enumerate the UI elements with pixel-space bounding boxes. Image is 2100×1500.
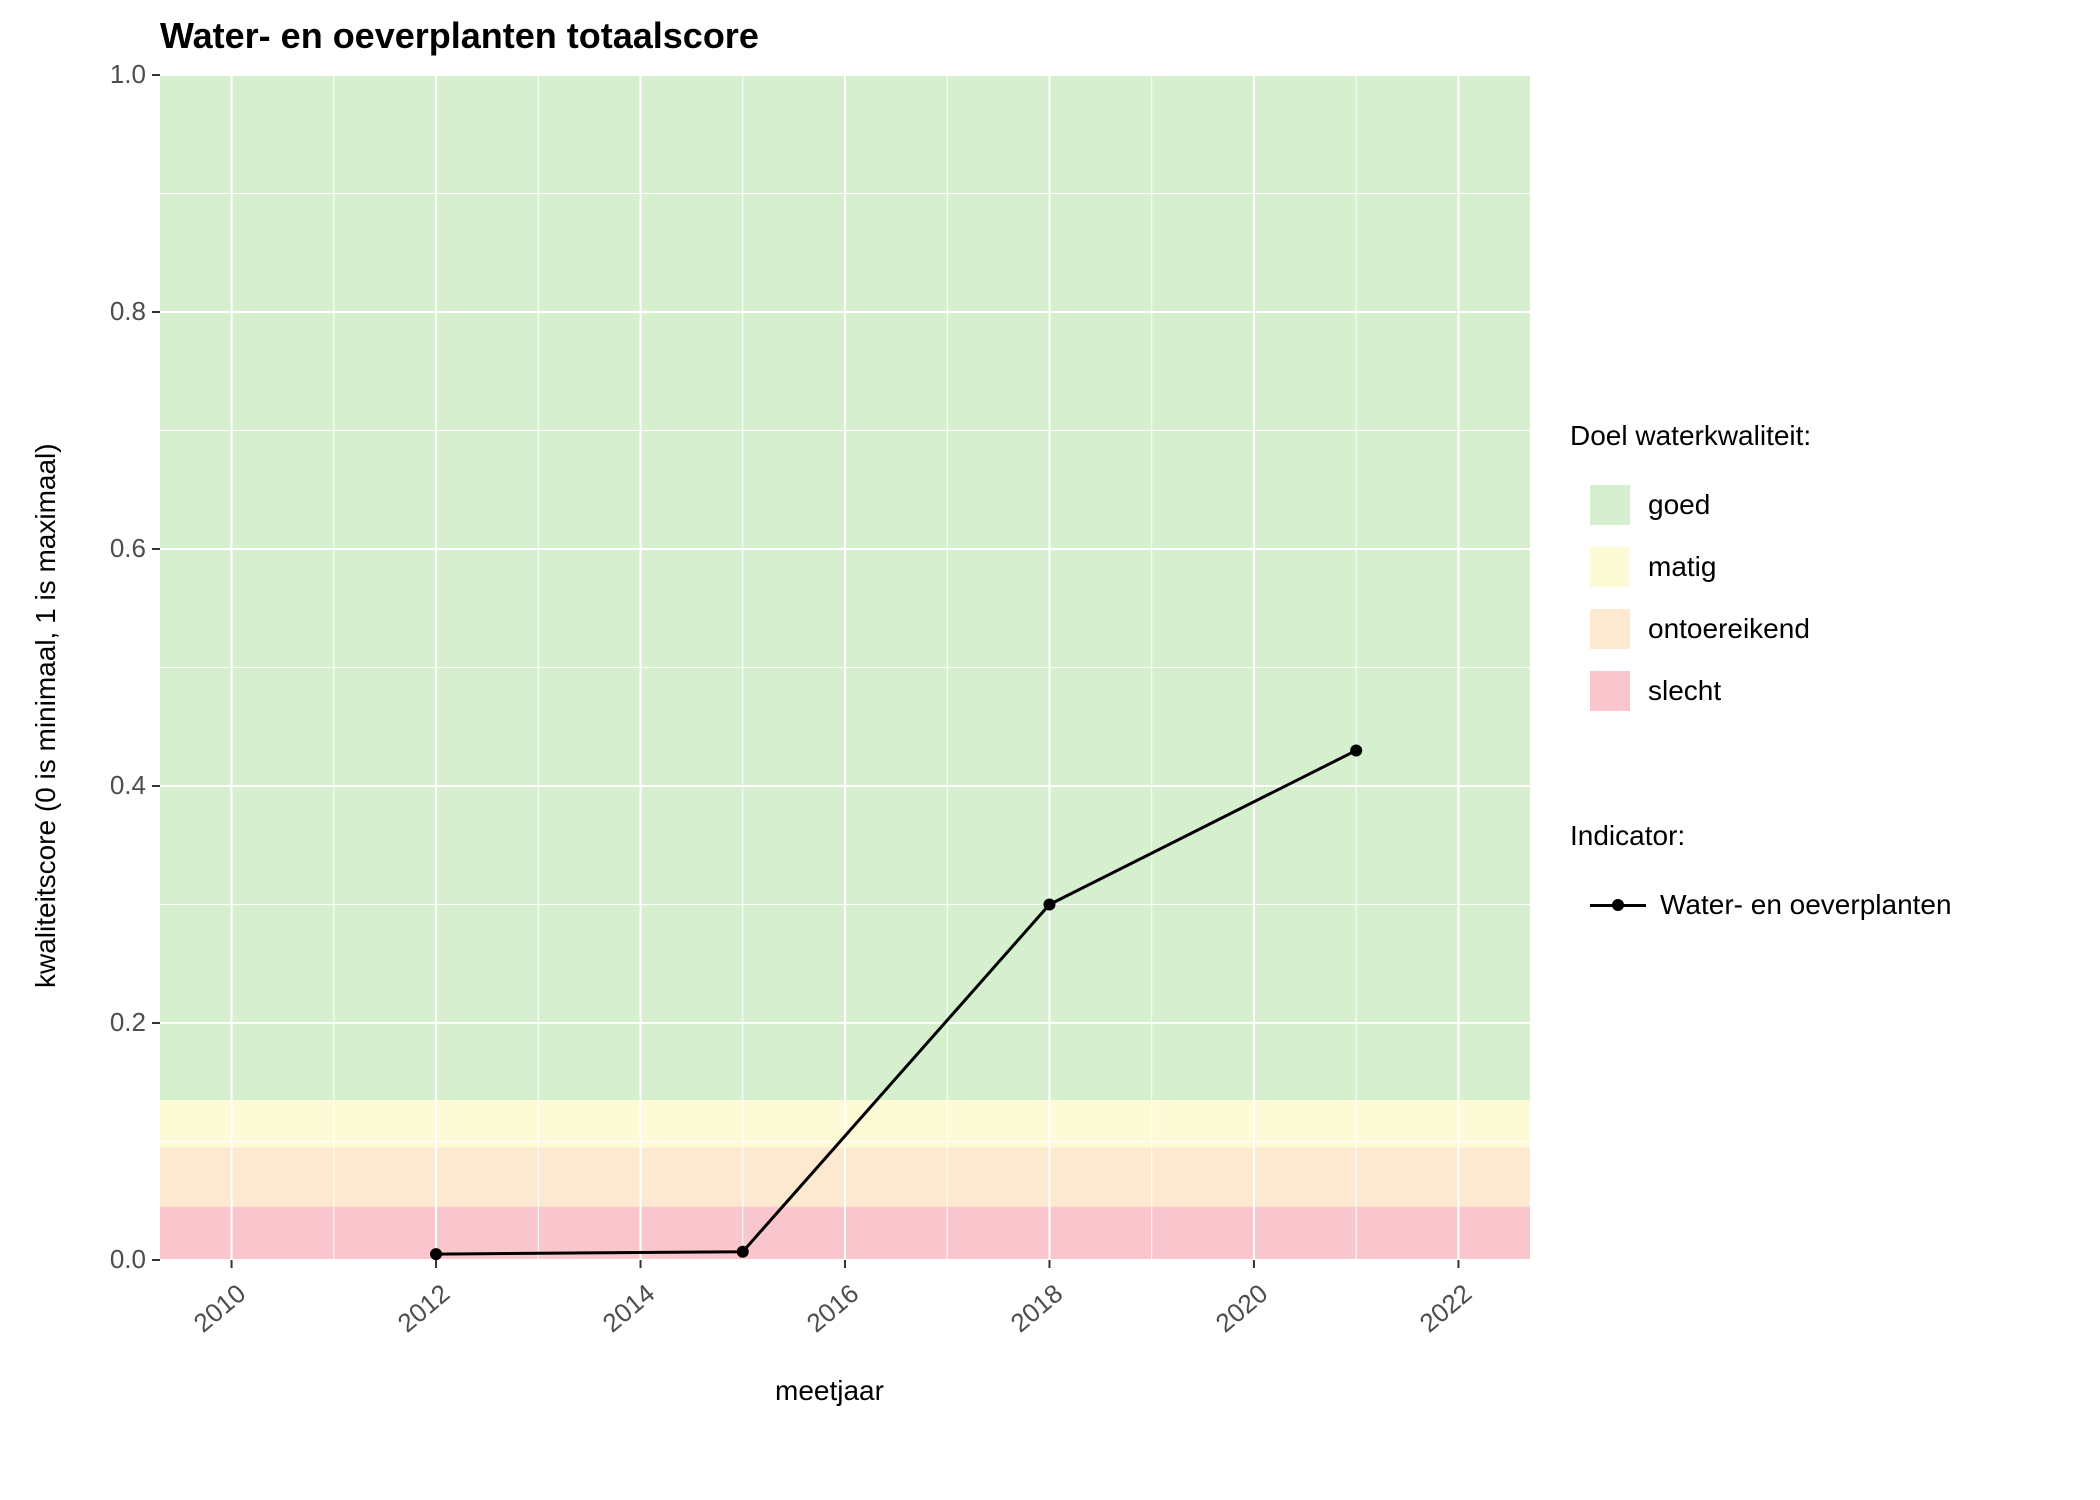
chart-column: Water- en oeverplanten totaalscore kwali… [0, 0, 1560, 1500]
y-tick-label: 1.0 [110, 59, 146, 90]
series-point [737, 1246, 749, 1258]
legend-band-item: slecht [1590, 671, 1721, 711]
series-point [1350, 744, 1362, 756]
legend-band-item: matig [1590, 547, 1716, 587]
y-tick-label: 0.6 [110, 533, 146, 564]
y-tick-label: 0.2 [110, 1007, 146, 1038]
legend-band-swatch [1590, 671, 1630, 711]
legend-series-item: Water- en oeverplanten [1590, 885, 1952, 925]
x-axis-title: meetjaar [775, 1375, 884, 1407]
legend-band-label: ontoereikend [1648, 613, 1810, 645]
legend-band-label: matig [1648, 551, 1716, 583]
series-point [430, 1248, 442, 1260]
legend-series-swatch [1590, 885, 1646, 925]
legend-column: Doel waterkwaliteit: goed matig ontoereike… [1560, 0, 2100, 1500]
legend-series-label: Water- en oeverplanten [1660, 889, 1952, 921]
legend-band-label: slecht [1648, 675, 1721, 707]
legend-series-title: Indicator: [1570, 820, 1685, 852]
legend-band-item: ontoereikend [1590, 609, 1810, 649]
y-tick-label: 0.0 [110, 1244, 146, 1275]
legend-band-item: goed [1590, 485, 1710, 525]
figure-container: Water- en oeverplanten totaalscore kwali… [0, 0, 2100, 1500]
series-point [1043, 899, 1055, 911]
y-tick-label: 0.8 [110, 296, 146, 327]
legend-band-swatch [1590, 609, 1630, 649]
plot-area [0, 0, 1560, 1500]
legend-bands-title: Doel waterkwaliteit: [1570, 420, 1811, 452]
legend-band-swatch [1590, 547, 1630, 587]
y-tick-label: 0.4 [110, 770, 146, 801]
legend-band-label: goed [1648, 489, 1710, 521]
legend-band-swatch [1590, 485, 1630, 525]
